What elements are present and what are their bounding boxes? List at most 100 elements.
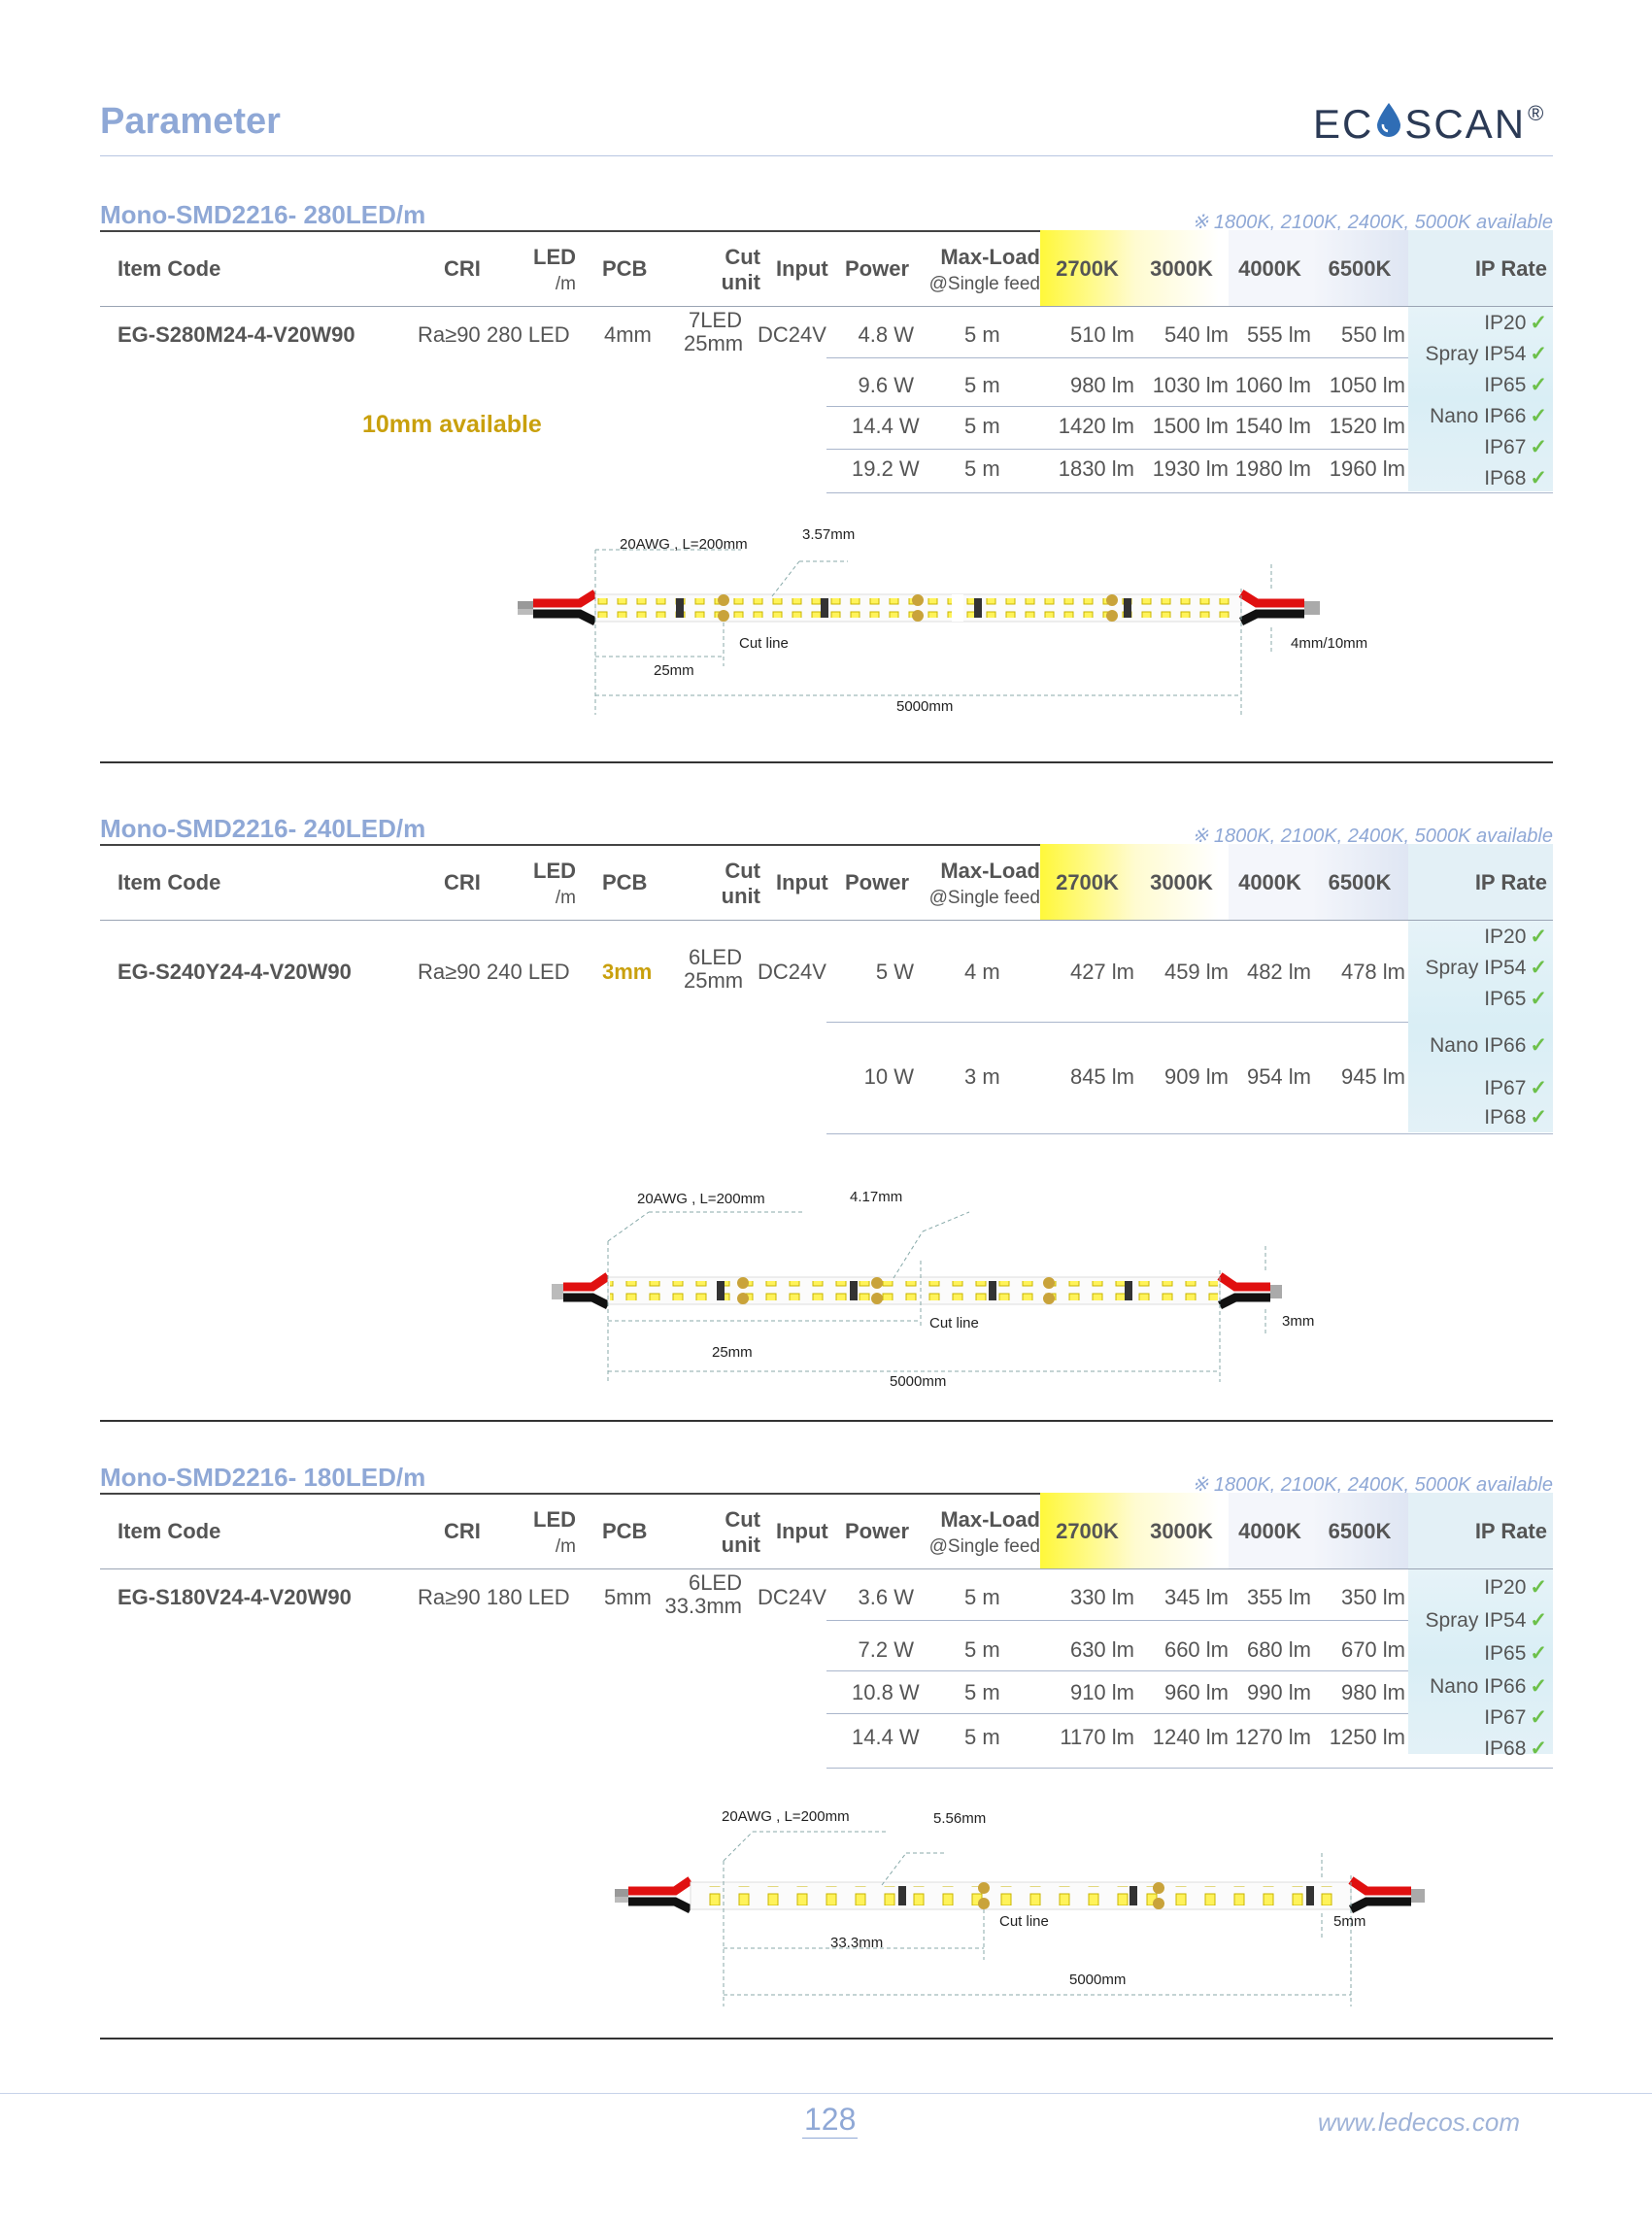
header-3000k: 3000K	[1150, 870, 1213, 894]
header-cri: CRI	[444, 870, 481, 894]
band-ip	[1408, 230, 1553, 306]
check-icon: ✓	[1530, 957, 1547, 979]
segment-length: 25mm	[712, 1344, 753, 1361]
section-divider	[100, 2038, 1553, 2040]
check-icon: ✓	[1530, 312, 1547, 334]
ip-item: IP65 ✓	[1484, 988, 1547, 1010]
check-icon: ✓	[1530, 1106, 1547, 1129]
wire-spec: 20AWG , L=200mm	[722, 1808, 850, 1825]
ip-item: Nano IP66 ✓	[1430, 1675, 1547, 1698]
check-icon: ✓	[1530, 988, 1547, 1010]
section-title: Mono-SMD2216- 180LED/m	[100, 1463, 426, 1492]
band-6500k	[1311, 1493, 1408, 1568]
ip-item: IP68 ✓	[1484, 467, 1547, 489]
ip-item: IP65 ✓	[1484, 374, 1547, 396]
cri-value: Ra≥90	[418, 960, 481, 984]
check-icon: ✓	[1530, 1675, 1547, 1698]
ip-item: IP20 ✓	[1484, 926, 1547, 948]
header-led: LED/m	[533, 245, 576, 294]
ip-item: Nano IP66 ✓	[1430, 1034, 1547, 1057]
led-strip-drawing	[615, 1831, 1425, 2006]
band-3000k	[1134, 844, 1229, 920]
ip-item: IP68 ✓	[1484, 1106, 1547, 1129]
header-2700k: 2700K	[1056, 1519, 1119, 1543]
input-voltage: DC24V	[758, 960, 826, 984]
band-4000k	[1229, 230, 1311, 306]
total-length: 5000mm	[1069, 1972, 1127, 1988]
input-voltage: DC24V	[758, 322, 826, 347]
led-strip-drawing	[518, 549, 1320, 715]
header-divider	[100, 155, 1553, 156]
pcb-width: 4mm	[604, 322, 652, 347]
section-title: Mono-SMD2216- 240LED/m	[100, 814, 426, 843]
strip-diagram: 20AWG , L=200mm 3.57mm Cut line 4mm/10mm…	[518, 511, 1635, 744]
header-item-code: Item Code	[118, 870, 221, 894]
check-icon: ✓	[1530, 1034, 1547, 1057]
ip-item: Spray IP54 ✓	[1425, 957, 1547, 979]
color-temp-availability: ※ 1800K, 2100K, 2400K, 5000K available	[1192, 1474, 1553, 1496]
cut-unit-value: 6LED 25mm	[684, 945, 744, 993]
segment-length: 33.3mm	[830, 1935, 884, 1951]
header-3000k: 3000K	[1150, 256, 1213, 281]
ip-background	[1408, 1569, 1553, 1754]
header-max-load: Max-Load @Single feed	[928, 1507, 1040, 1557]
segment-length: 25mm	[654, 662, 694, 679]
color-temp-availability: ※ 1800K, 2100K, 2400K, 5000K available	[1192, 826, 1553, 847]
check-icon: ✓	[1530, 405, 1547, 427]
header-led: LED/m	[533, 859, 576, 908]
header-6500k: 6500K	[1328, 1519, 1392, 1543]
header-input: Input	[776, 256, 828, 281]
color-temp-availability: ※ 1800K, 2100K, 2400K, 5000K available	[1192, 212, 1553, 233]
ip-item: IP20 ✓	[1484, 1576, 1547, 1599]
check-icon: ✓	[1530, 467, 1547, 489]
band-6500k	[1311, 230, 1408, 306]
band-4000k	[1229, 844, 1311, 920]
website-url[interactable]: www.ledecos.com	[1317, 2107, 1520, 2137]
page-title: Parameter	[100, 101, 281, 142]
strip-width: 5mm	[1333, 1913, 1366, 1930]
item-code: EG-S280M24-4-V20W90	[118, 322, 355, 347]
header-item-code: Item Code	[118, 256, 221, 281]
header-3000k: 3000K	[1150, 1519, 1213, 1543]
header-input: Input	[776, 1519, 828, 1543]
header-cut-unit: Cut unit	[721, 1507, 760, 1557]
header-ip-rate: IP Rate	[1474, 1519, 1547, 1543]
header-pcb: PCB	[602, 256, 648, 281]
band-ip	[1408, 1493, 1553, 1568]
ip-item: Spray IP54 ✓	[1425, 343, 1547, 365]
pcb-option-note: 10mm available	[362, 411, 542, 438]
check-icon: ✓	[1530, 1576, 1547, 1599]
ip-item: IP20 ✓	[1484, 312, 1547, 334]
header-input: Input	[776, 870, 828, 894]
band-2700k	[1040, 230, 1134, 306]
section-title: Mono-SMD2216- 280LED/m	[100, 200, 426, 229]
header-pcb: PCB	[602, 870, 648, 894]
cri-value: Ra≥90	[418, 322, 481, 347]
band-3000k	[1134, 1493, 1229, 1568]
item-code: EG-S180V24-4-V20W90	[118, 1585, 352, 1609]
header-cri: CRI	[444, 256, 481, 281]
header-power: Power	[845, 870, 910, 894]
cut-line-label: Cut line	[929, 1315, 979, 1332]
header-cut-unit: Cut unit	[721, 245, 760, 294]
item-code: EG-S240Y24-4-V20W90	[118, 960, 352, 984]
band-ip	[1408, 844, 1553, 920]
pcb-width: 3mm	[602, 960, 653, 984]
wire-spec: 20AWG , L=200mm	[637, 1191, 765, 1207]
check-icon: ✓	[1530, 1706, 1547, 1729]
ip-item: IP67 ✓	[1484, 436, 1547, 458]
header-power: Power	[845, 256, 910, 281]
section-240led: Mono-SMD2216- 240LED/m ※ 1800K, 2100K, 2…	[100, 814, 1553, 1416]
led-strip-drawing	[552, 1211, 1282, 1382]
header-ip-rate: IP Rate	[1474, 256, 1547, 281]
strip-width: 3mm	[1282, 1313, 1315, 1330]
header-2700k: 2700K	[1056, 870, 1119, 894]
wire-spec: 20AWG , L=200mm	[620, 536, 748, 553]
cut-line-label: Cut line	[739, 635, 789, 652]
header-6500k: 6500K	[1328, 870, 1392, 894]
cri-value: Ra≥90	[418, 1585, 481, 1609]
check-icon: ✓	[1530, 1077, 1547, 1099]
header-ip-rate: IP Rate	[1474, 870, 1547, 894]
header-max-load: Max-Load @Single feed	[928, 859, 1040, 908]
header-cut-unit: Cut unit	[721, 859, 760, 908]
